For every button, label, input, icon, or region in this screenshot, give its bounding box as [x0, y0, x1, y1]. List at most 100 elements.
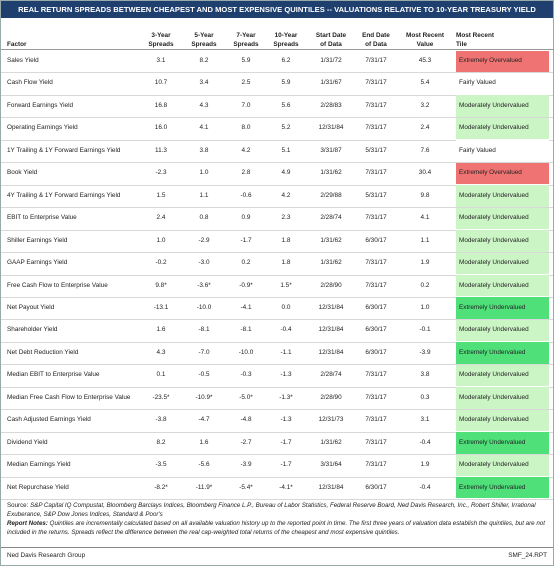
- cell: 12/31/84: [318, 348, 344, 356]
- factor: 1Y Trailing & 1Y Forward Earnings Yield: [7, 146, 121, 154]
- row-rule: [1, 499, 553, 500]
- row-rule: [1, 229, 553, 231]
- cell: -4.8: [240, 416, 252, 424]
- cell: 2.3: [281, 214, 291, 222]
- notes-label: Report Notes:: [7, 520, 48, 527]
- cell: 2.4: [420, 124, 430, 132]
- tile-fill: [456, 72, 549, 95]
- column-header: Spreads: [148, 41, 174, 48]
- cell: 8.2: [199, 57, 209, 64]
- cell: 1/31/62: [320, 236, 342, 244]
- tile-fill: [456, 275, 549, 297]
- header-rule: [1, 49, 553, 50]
- row-rule: [1, 364, 553, 366]
- cell: 1/31/62: [320, 169, 342, 177]
- column-header: of Data: [365, 41, 387, 48]
- tile-fill: [456, 230, 549, 252]
- cell: 2.5: [241, 79, 251, 87]
- cell: 6/30/17: [365, 236, 387, 244]
- tile: Extremely Undervalued: [459, 303, 526, 311]
- cell: 12/31/84: [318, 483, 344, 491]
- cell: 1/31/62: [320, 438, 342, 446]
- cell: -0.4: [280, 326, 292, 334]
- tile: Extremely Undervalued: [459, 483, 526, 491]
- factor: Median Earnings Yield: [7, 461, 71, 469]
- cell: -0.4: [419, 438, 431, 446]
- cell: -5.0*: [239, 393, 253, 401]
- tile-fill: [456, 252, 549, 274]
- cell: 7/31/17: [365, 281, 387, 289]
- tile-fill: [456, 95, 549, 117]
- tile: Moderately Undervalued: [459, 461, 529, 469]
- cell: 1.6: [156, 326, 166, 334]
- cell: 10.7: [154, 79, 168, 87]
- cell: 16.0: [154, 124, 168, 132]
- cell: 2/28/74: [320, 371, 342, 379]
- cell: -8.1: [240, 326, 252, 334]
- cell: -7.0: [198, 348, 210, 356]
- cell: 7/31/17: [365, 393, 387, 401]
- cell: -8.1: [198, 326, 210, 334]
- tile: Moderately Undervalued: [459, 326, 529, 334]
- cell: 7/31/17: [365, 461, 387, 469]
- cell: 2/28/74: [320, 214, 342, 222]
- cell: -2.3: [155, 169, 167, 177]
- tile: Fairly Valued: [459, 79, 496, 87]
- row-rule: [1, 431, 553, 433]
- factor: Shareholder Yield: [7, 326, 58, 334]
- row-rule: [1, 274, 553, 276]
- cell: -13.1: [153, 303, 169, 311]
- factor: Dividend Yield: [7, 438, 48, 446]
- column-header: 3-Year: [151, 32, 171, 39]
- cell: -3.8: [155, 416, 167, 424]
- cell: 6.2: [281, 57, 291, 64]
- cell: 7/31/17: [365, 124, 387, 132]
- factor: Sales Yield: [7, 57, 39, 64]
- factor: Free Cash Flow to Enterprise Value: [7, 281, 108, 289]
- cell: -5.6: [198, 461, 210, 469]
- column-header: Spreads: [233, 41, 259, 48]
- cell: 6/30/17: [365, 303, 387, 311]
- row-rule: [1, 94, 553, 96]
- cell: 1.0: [420, 303, 430, 311]
- tile: Moderately Undervalued: [459, 371, 529, 379]
- cell: 7/31/17: [365, 214, 387, 222]
- factor: GAAP Earnings Yield: [7, 259, 68, 267]
- row-rule: [1, 252, 553, 254]
- row-rule: [1, 72, 553, 74]
- cell: -4.1: [240, 303, 252, 311]
- source: S&P Capital IQ Compustat, Bloomberg Barc…: [7, 502, 536, 518]
- cell: -10.0: [238, 348, 254, 356]
- cell: 1.1: [420, 236, 430, 244]
- cell: 1.6: [199, 438, 209, 446]
- cell: -11.9*: [195, 483, 213, 491]
- cell: -10.9*: [195, 393, 213, 401]
- cell: 7/31/17: [365, 259, 387, 267]
- cell: 2/29/88: [320, 191, 342, 199]
- cell: -5.4*: [239, 483, 253, 491]
- cell: 5.6: [281, 101, 291, 109]
- cell: -8.2*: [154, 483, 168, 491]
- cell: 0.2: [241, 259, 251, 267]
- cell: -2.7: [240, 438, 252, 446]
- cell: 2.4: [156, 214, 166, 222]
- cell: 5.4: [420, 79, 430, 87]
- cell: 11.3: [155, 146, 167, 154]
- row-rule: [1, 117, 553, 119]
- cell: 7/31/17: [365, 438, 387, 446]
- cell: -1.7: [240, 236, 252, 244]
- factor: Median Free Cash Flow to Enterprise Valu…: [7, 393, 131, 401]
- footer-notes: Source: S&P Capital IQ Compustat, Bloomb…: [7, 501, 547, 537]
- cell: 5.1: [281, 146, 291, 154]
- cell: 0.0: [281, 303, 291, 311]
- tile-fill: [456, 297, 549, 319]
- factor: Net Payout Yield: [7, 303, 55, 311]
- cell: 5.2: [281, 124, 291, 132]
- cell: -2.9: [198, 236, 210, 244]
- cell: -1.7: [280, 438, 292, 446]
- tile: Extremely Overvalued: [459, 169, 522, 177]
- report-code: SMF_24.RPT: [508, 552, 547, 559]
- cell: -1.3: [280, 371, 292, 379]
- notes: Quintiles are incrementally calculated b…: [7, 520, 545, 536]
